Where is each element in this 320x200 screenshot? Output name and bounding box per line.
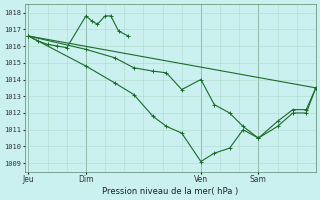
X-axis label: Pression niveau de la mer( hPa ): Pression niveau de la mer( hPa ) [102, 187, 238, 196]
